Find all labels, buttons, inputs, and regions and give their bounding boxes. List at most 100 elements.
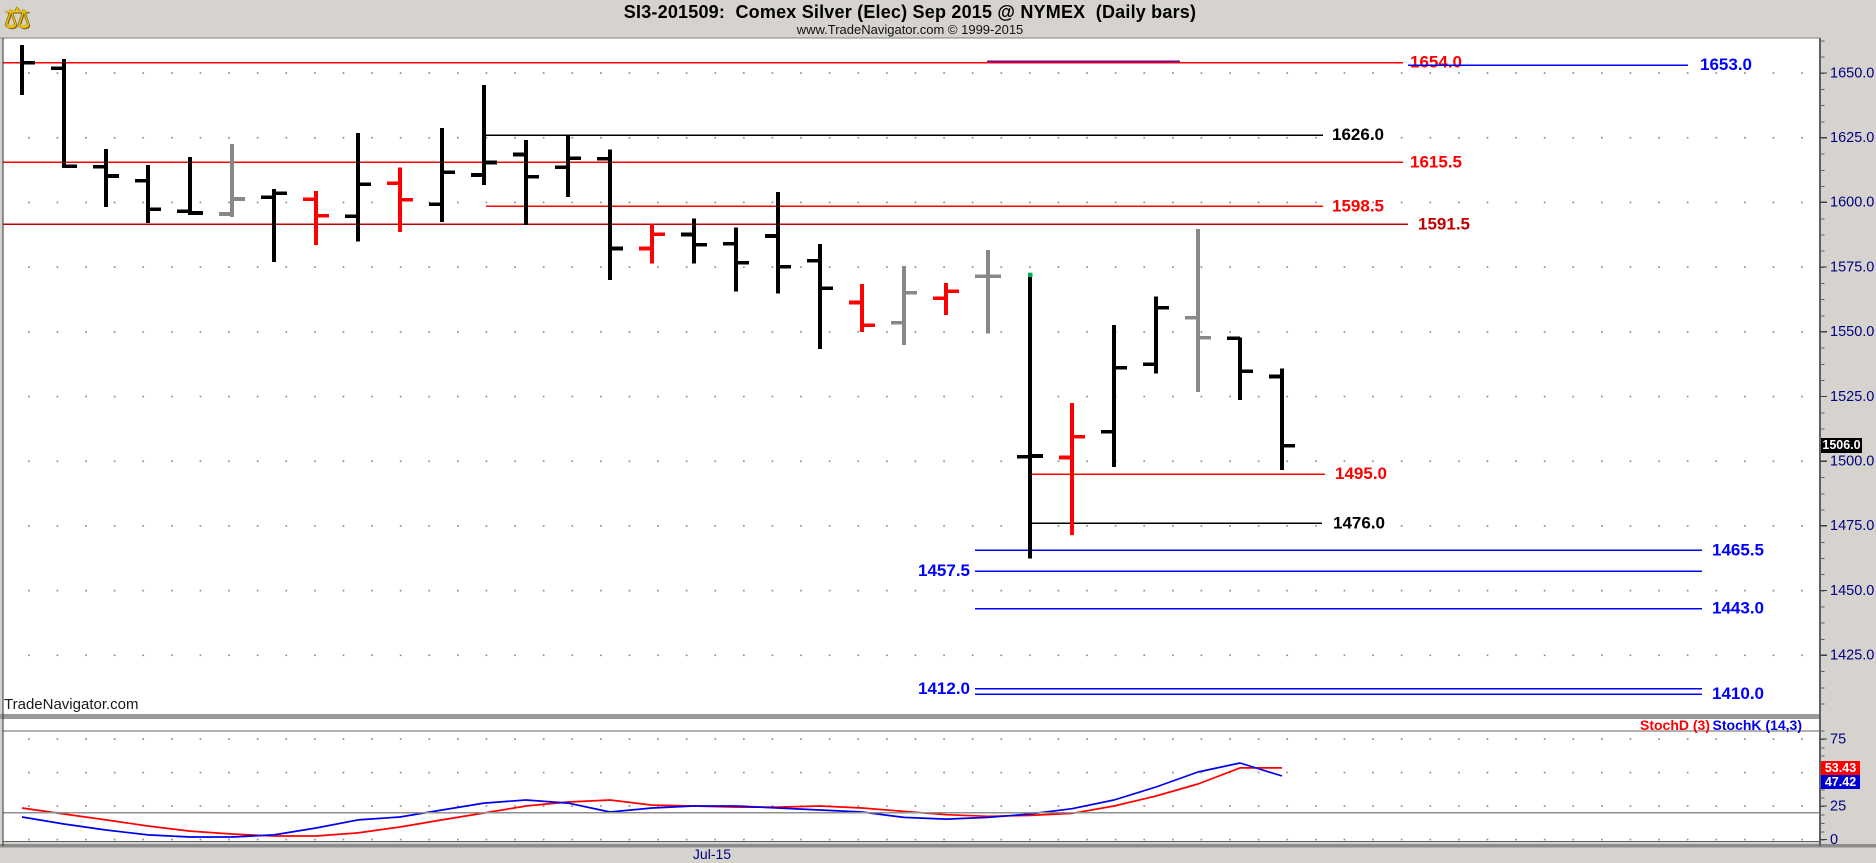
grid-dot [771, 330, 774, 333]
stoch-curve[interactable] [21, 767, 1282, 837]
grid-dot [1172, 460, 1174, 463]
grid-dot [1257, 589, 1260, 592]
grid-dot [113, 136, 116, 139]
grid-dot [199, 589, 202, 592]
price-tick-label[interactable]: 1500.0 [1830, 453, 1874, 469]
grid-dot [1658, 589, 1660, 592]
grid-dot [142, 395, 145, 398]
stoch-tick-label[interactable]: 25 [1830, 798, 1846, 814]
price-tick-label[interactable]: 1550.0 [1830, 324, 1874, 340]
grid-dot [1686, 654, 1689, 657]
grid-dot [485, 201, 488, 204]
grid-dot [1000, 266, 1003, 268]
stochd-legend-label[interactable]: StochD (3) [1640, 717, 1710, 733]
stoch-tick-label[interactable]: 75 [1830, 731, 1846, 747]
level-label[interactable]: 1615.5 [1410, 152, 1462, 171]
price-tick-label[interactable]: 1650.0 [1830, 65, 1874, 81]
level-label[interactable]: 1495.0 [1335, 464, 1387, 483]
grid-dot [1572, 805, 1575, 807]
grid-dot [371, 72, 373, 74]
grid-dot [971, 738, 974, 740]
grid-dot [1715, 72, 1718, 74]
grid-dot [857, 589, 860, 592]
grid-dot [171, 395, 173, 398]
grid-dot [571, 330, 574, 333]
stochk-legend-label[interactable]: StochK (14,3) [1712, 717, 1802, 733]
level-label[interactable]: 1653.0 [1700, 55, 1752, 74]
grid-dot [685, 589, 688, 592]
level-label[interactable]: 1598.5 [1332, 196, 1384, 215]
grid-dot [1400, 525, 1403, 527]
main-price-panel[interactable] [3, 38, 1820, 714]
grid-dot [1086, 838, 1088, 841]
grid-dot [1057, 395, 1060, 398]
grid-dot [199, 525, 202, 527]
grid-dot [1486, 72, 1489, 74]
grid-dot [1372, 654, 1374, 657]
grid-dot [1658, 330, 1660, 333]
stochastic-panel[interactable] [3, 731, 1820, 842]
grid-dot [1315, 589, 1317, 592]
stoch-tick-label[interactable]: 0 [1830, 832, 1838, 848]
grid-dot [428, 838, 431, 841]
grid-dot [1629, 654, 1632, 657]
grid-dot [399, 330, 402, 333]
grid-dot [1372, 525, 1374, 527]
grid-dot [1801, 136, 1803, 139]
grid-dot [256, 460, 259, 463]
grid-dot [1715, 654, 1718, 657]
grid-dot [542, 838, 545, 841]
grid-dot [685, 460, 688, 463]
price-tick-label[interactable]: 1525.0 [1830, 389, 1874, 405]
grid-dot [1200, 136, 1203, 139]
grid-dot [1715, 266, 1718, 268]
grid-dot [1229, 838, 1231, 841]
grid-dot [485, 395, 488, 398]
grid-dot [142, 201, 145, 204]
stoch-curve[interactable] [21, 762, 1283, 838]
grid-dot [1372, 136, 1374, 139]
grid-dot [1172, 589, 1174, 592]
grid-dot [285, 525, 288, 527]
price-tick-label[interactable]: 1575.0 [1830, 259, 1874, 275]
grid-dot [1772, 738, 1775, 740]
price-tick-label[interactable]: 1475.0 [1830, 518, 1874, 534]
grid-dot [1715, 805, 1718, 807]
level-label[interactable]: 1626.0 [1332, 125, 1384, 144]
grid-dot [971, 771, 974, 774]
level-label[interactable]: 1410.0 [1712, 684, 1764, 703]
grid-dot [514, 654, 516, 657]
grid-dot [428, 771, 431, 774]
grid-dot [1772, 771, 1775, 774]
grid-dot [1400, 738, 1403, 740]
grid-dot [1086, 460, 1088, 463]
grid-dot [514, 330, 516, 333]
grid-dot [1029, 72, 1031, 74]
grid-dot [1372, 771, 1374, 774]
grid-dot [714, 738, 717, 740]
grid-dot [1801, 654, 1803, 657]
level-label[interactable]: 1476.0 [1333, 513, 1385, 532]
grid-dot [1086, 738, 1088, 740]
level-label[interactable]: 1591.5 [1418, 214, 1470, 233]
level-label[interactable]: 1654.0 [1410, 53, 1462, 72]
grid-dot [628, 136, 631, 139]
grid-dot [457, 330, 459, 333]
grid-dot [914, 460, 917, 463]
price-tick-label[interactable]: 1425.0 [1830, 648, 1874, 664]
price-tick-label[interactable]: 1625.0 [1830, 130, 1874, 146]
grid-dot [771, 460, 774, 463]
price-tick-label[interactable]: 1600.0 [1830, 195, 1874, 211]
grid-dot [228, 738, 230, 740]
price-tick-label[interactable]: 1450.0 [1830, 583, 1874, 599]
level-label[interactable]: 1443.0 [1712, 599, 1764, 618]
grid-dot [457, 136, 459, 139]
grid-dot [1372, 589, 1374, 592]
grid-dot [1315, 771, 1317, 774]
level-label[interactable]: 1465.5 [1712, 540, 1764, 559]
grid-dot [1257, 771, 1260, 774]
grid-dot [28, 460, 30, 463]
level-label[interactable]: 1457.5 [918, 561, 970, 580]
level-label[interactable]: 1412.0 [918, 679, 970, 698]
